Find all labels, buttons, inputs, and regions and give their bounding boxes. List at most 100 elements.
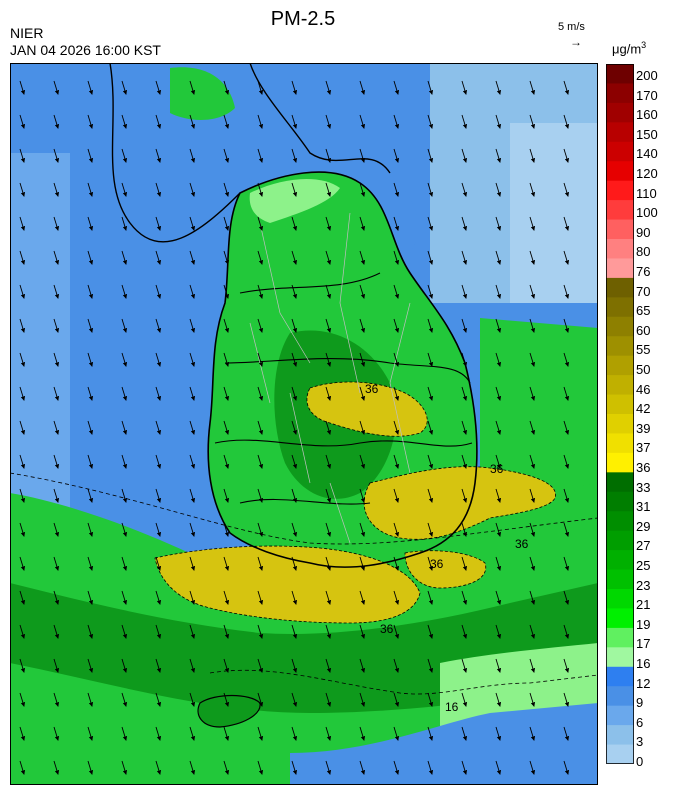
wind-arrow-icon	[257, 420, 264, 435]
wind-arrow-icon	[563, 352, 570, 367]
wind-arrow-icon	[121, 114, 128, 129]
wind-vectors	[19, 80, 570, 775]
wind-arrow-icon	[155, 488, 162, 503]
wind-arrow-icon	[563, 420, 570, 435]
wind-arrow-icon	[155, 624, 162, 639]
wind-arrow-icon	[325, 80, 332, 95]
wind-arrow-icon	[257, 692, 264, 707]
wind-arrow-icon	[461, 454, 468, 469]
wind-arrow-icon	[393, 692, 400, 707]
wind-arrow-icon	[19, 386, 26, 401]
wind-arrow-icon	[529, 556, 536, 571]
legend-swatch	[606, 550, 634, 571]
legend-tick-label: 80	[636, 244, 651, 260]
wind-arrow-icon	[87, 114, 94, 129]
wind-arrow-icon	[461, 182, 468, 197]
wind-arrow-icon	[87, 658, 94, 673]
wind-arrow-icon	[529, 318, 536, 333]
legend-swatch	[606, 414, 634, 434]
legend-tick-label: 140	[636, 146, 658, 162]
legend-tick-label: 16	[636, 656, 651, 671]
wind-arrow-icon	[87, 80, 94, 95]
legend-swatch	[606, 316, 634, 337]
sea-lighter-east	[510, 123, 598, 303]
wind-arrow-icon	[53, 692, 60, 707]
wind-arrow-icon	[155, 182, 162, 197]
wind-arrow-icon	[461, 488, 468, 503]
wind-arrow-icon	[291, 318, 298, 333]
wind-arrow-icon	[53, 250, 60, 265]
legend-tick-label: 42	[636, 401, 651, 417]
legend-swatch	[606, 200, 634, 221]
legend-swatch	[606, 141, 634, 162]
wind-arrow-icon	[325, 726, 332, 741]
legend-tick-label: 37	[636, 440, 651, 456]
wind-arrow-icon	[359, 216, 366, 231]
wind-arrow-icon	[87, 556, 94, 571]
wind-arrow-icon	[19, 760, 26, 775]
legend-swatch	[606, 589, 634, 609]
wind-arrow-icon	[563, 454, 570, 469]
legend-swatch	[606, 180, 634, 201]
contour-label-36-east: 36	[490, 462, 504, 476]
wind-arrow-icon	[121, 624, 128, 639]
legend-swatch	[606, 277, 634, 298]
wind-arrow-icon	[53, 624, 60, 639]
wind-arrow-icon	[325, 250, 332, 265]
pm-high-zone-southeast	[363, 466, 556, 540]
wind-arrow-icon	[257, 216, 264, 231]
legend-swatch	[606, 627, 634, 648]
wind-arrow-icon	[461, 726, 468, 741]
wind-arrow-icon	[19, 454, 26, 469]
wind-arrow-icon	[427, 284, 434, 299]
unit-exponent: 3	[641, 40, 647, 50]
legend-tick-label: 46	[636, 381, 651, 397]
wind-arrow-icon	[359, 590, 366, 605]
wind-arrow-icon	[325, 454, 332, 469]
wind-arrow-icon	[121, 318, 128, 333]
wind-arrow-icon	[19, 352, 26, 367]
legend-swatch	[606, 394, 634, 415]
wind-arrow-icon	[223, 760, 230, 775]
unit-text: μg/m	[612, 41, 642, 57]
wind-arrow-icon	[529, 658, 536, 673]
wind-arrow-icon	[291, 726, 298, 741]
wind-arrow-icon	[495, 182, 502, 197]
wind-arrow-icon	[563, 692, 570, 707]
wind-arrow-icon	[223, 352, 230, 367]
wind-arrow-icon	[563, 624, 570, 639]
wind-arrow-icon	[291, 556, 298, 571]
wind-arrow-icon	[461, 250, 468, 265]
wind-arrow-icon	[325, 284, 332, 299]
wind-arrow-icon	[189, 692, 196, 707]
wind-arrow-icon	[121, 386, 128, 401]
wind-arrow-icon	[53, 488, 60, 503]
wind-arrow-icon	[257, 182, 264, 197]
wind-arrow-icon	[223, 692, 230, 707]
legend-swatch	[606, 511, 634, 532]
wind-arrow-icon	[257, 114, 264, 129]
legend-tick-label: 0	[636, 754, 644, 769]
wind-arrow-icon	[87, 318, 94, 333]
wind-arrow-icon	[223, 658, 230, 673]
south-sea-blue	[290, 703, 598, 785]
wind-arrow-icon	[155, 216, 162, 231]
wind-arrow-icon	[155, 590, 162, 605]
wind-arrow-icon	[461, 284, 468, 299]
wind-arrow-icon	[495, 556, 502, 571]
wind-arrow-icon	[121, 590, 128, 605]
wind-arrow-icon	[291, 80, 298, 95]
wind-arrow-icon	[495, 352, 502, 367]
legend-tick-label: 90	[636, 224, 651, 240]
wind-arrow-icon	[223, 216, 230, 231]
legend-tick-label: 120	[636, 166, 658, 181]
wind-arrow-icon	[87, 386, 94, 401]
wind-arrow-icon	[393, 250, 400, 265]
wind-arrow-icon	[291, 692, 298, 707]
legend-swatch	[606, 122, 634, 143]
wind-arrow-icon	[19, 216, 26, 231]
wind-arrow-icon	[495, 318, 502, 333]
wind-arrow-icon	[495, 454, 502, 469]
wind-arrow-icon	[325, 692, 332, 707]
legend-tick-label: 19	[636, 616, 651, 632]
